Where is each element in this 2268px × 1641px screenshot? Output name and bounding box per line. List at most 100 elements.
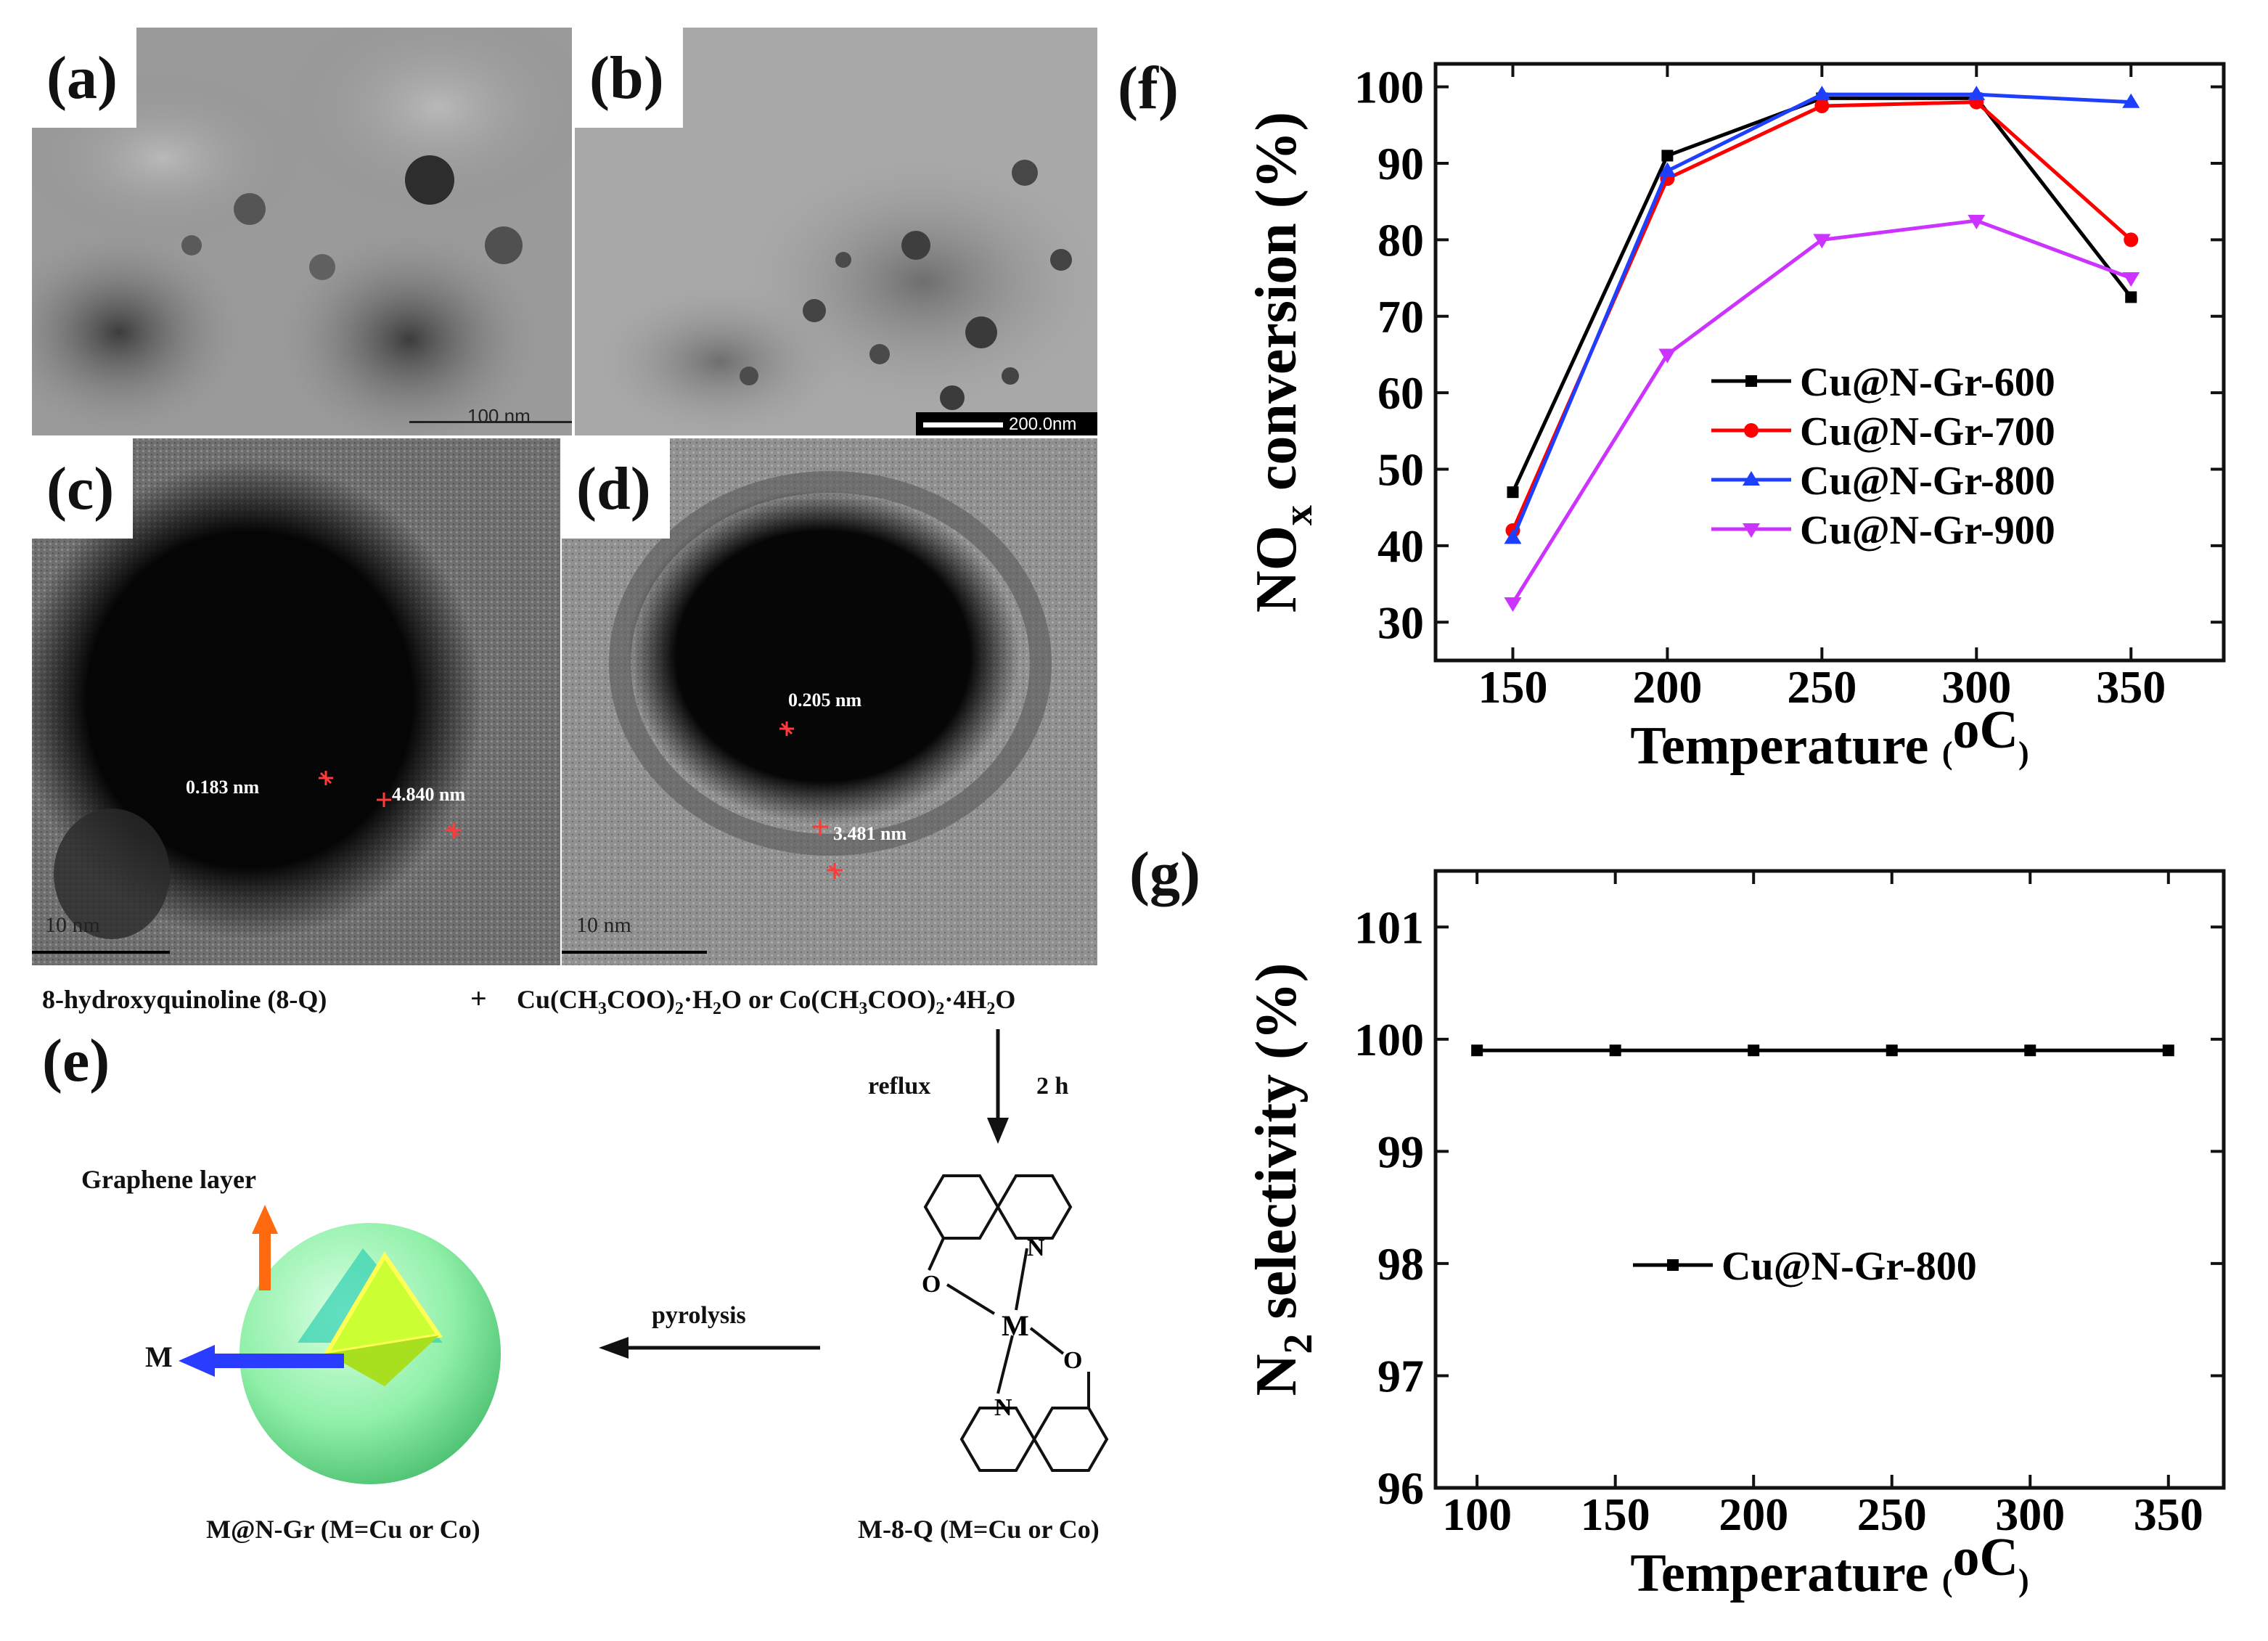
metal-label: M (145, 1341, 173, 1373)
atom-n-top: N (1027, 1235, 1045, 1261)
panel-label-b: (b) (575, 28, 683, 128)
panel-label-f: (f) (1118, 54, 1179, 122)
data-point-Cu@N-Gr-600 (1661, 150, 1674, 162)
x-tick-label: 350 (2096, 661, 2166, 713)
data-point-Cu@N-Gr-900 (1658, 348, 1677, 364)
legend-marker-Cu@N-Gr-800 (1743, 471, 1760, 486)
panel-label-a: (a) (32, 28, 136, 128)
y-tick-label: 30 (1377, 597, 1424, 648)
tem-image-a: (a) 100 nm (32, 28, 572, 435)
atom-m-center: M (1002, 1309, 1029, 1342)
lattice-spacing-d2: 3.481 nm (833, 823, 907, 844)
core-shell-sphere (240, 1223, 501, 1484)
x-tick-label: 200 (1632, 661, 1702, 713)
reflux-condition-right: 2 h (1036, 1073, 1069, 1100)
plot-frame-f (1433, 62, 2226, 663)
reactant-2-part: O (995, 985, 1016, 1014)
legend-marker-Cu@N-Gr-600 (1745, 375, 1757, 387)
x-axis-label: Temperature (oC) (1630, 700, 2028, 776)
data-point-Cu@N-Gr-800 (1813, 86, 1831, 101)
reactant-2-part: O or Co(CH (721, 985, 859, 1014)
data-point-Cu@N-Gr-700 (1814, 98, 1830, 113)
legend-marker-Cu@N-Gr-700 (1744, 423, 1759, 438)
data-point-Cu@N-Gr-700 (2124, 232, 2139, 247)
reflux-arrow (987, 1029, 1009, 1144)
y-tick-label: 40 (1377, 520, 1424, 572)
data-point-Cu@N-Gr-900 (1813, 234, 1831, 249)
scale-bar-label-c: 10 nm (45, 913, 100, 937)
scheme-reactant-1: 8-hydroxyquinoline (8-Q) (42, 985, 327, 1014)
data-point-Cu@N-Gr-900 (1504, 597, 1522, 612)
scheme-reactant-2: Cu(CH3COO)2·H2O or Co(CH3COO)2·4H2O (517, 984, 1015, 1019)
subscript: 3 (598, 999, 607, 1019)
reactant-2-part: COO) (867, 985, 936, 1014)
data-point-Cu@N-Gr-800 (1968, 86, 1986, 101)
scale-bar-label-a: 100 nm (467, 405, 531, 427)
y-axis-label-rest: conversion (%) (1245, 112, 1309, 505)
data-point-Cu@N-Gr-800 (2122, 93, 2140, 108)
hrtem-image-d: (d) 0.205 nm 3.481 nm 10 nm (562, 438, 1097, 965)
atom-o-left: O (922, 1271, 941, 1298)
panel-label-g: (g) (1129, 840, 1200, 907)
y-axis-label-main: NO (1245, 525, 1309, 613)
m-8-q-structure: N O M O N (922, 1174, 1109, 1472)
scale-bar-label-b: 200.0nm (1009, 414, 1077, 434)
scheme-plus: + (470, 982, 487, 1015)
legend-marker-Cu@N-Gr-900 (1743, 523, 1760, 538)
pyrolysis-condition: pyrolysis (652, 1302, 746, 1329)
reactant-2-part: COO) (607, 985, 676, 1014)
lattice-spacing-c2: 4.840 nm (392, 784, 466, 805)
scale-bar-label-d: 10 nm (576, 913, 631, 937)
y-tick-label: 90 (1377, 138, 1424, 189)
hrtem-image-c: (c) 0.183 nm 4.840 nm 10 nm (32, 438, 560, 965)
x-axis-label-text: Temperature (1630, 716, 1942, 776)
data-point-Cu@N-Gr-600 (1507, 486, 1519, 499)
legend-label-Cu@N-Gr-800: Cu@N-Gr-800 (1800, 459, 2055, 504)
reactant-2-part: ·4H (944, 985, 987, 1014)
legend-label-Cu@N-Gr-700: Cu@N-Gr-700 (1800, 409, 2055, 454)
lattice-spacing-d1: 0.205 nm (788, 689, 862, 711)
y-tick-label: 100 (1354, 62, 1424, 113)
intermediate-label: M-8-Q (M=Cu or Co) (858, 1515, 1100, 1544)
legend-label-Cu@N-Gr-600: Cu@N-Gr-600 (1800, 360, 2055, 405)
subscript: 2 (986, 999, 996, 1019)
atom-o-right: O (1063, 1347, 1082, 1374)
tem-image-b: (b) 200.0nm (575, 28, 1097, 435)
subscript: 2 (936, 999, 945, 1019)
data-point-Cu@N-Gr-900 (2122, 272, 2140, 287)
panel-label-d: (d) (562, 438, 670, 539)
y-tick-label: 60 (1377, 367, 1424, 419)
subscript: 3 (859, 999, 868, 1019)
data-point-Cu@N-Gr-800 (1658, 162, 1677, 177)
x-tick-label: 150 (1478, 661, 1547, 713)
panel-label-e: (e) (42, 1027, 110, 1094)
x-axis-unit-open: ( (1942, 735, 1953, 771)
y-axis-label-sub: x (1276, 505, 1321, 525)
y-tick-label: 50 (1377, 444, 1424, 496)
x-tick-label: 250 (1787, 661, 1856, 713)
legend-label-Cu@N-Gr-900: Cu@N-Gr-900 (1800, 508, 2055, 553)
y-axis-label: NOx conversion (%) (1245, 112, 1321, 613)
data-point-Cu@N-Gr-600 (2125, 291, 2137, 303)
x-axis-unit: oC (1953, 700, 2018, 760)
data-point-Cu@N-Gr-900 (1968, 215, 1986, 230)
panel-label-c: (c) (32, 438, 134, 539)
reactant-2-part: ·H (684, 985, 713, 1014)
x-tick-label: 300 (1941, 661, 2011, 713)
pyrolysis-arrow (599, 1337, 820, 1359)
graphene-layer-label: Graphene layer (81, 1165, 256, 1194)
y-tick-label: 80 (1377, 214, 1424, 266)
reflux-condition-left: reflux (868, 1073, 931, 1100)
atom-n-bottom: N (994, 1394, 1012, 1421)
subscript: 2 (713, 999, 722, 1019)
product-label: M@N-Gr (M=Cu or Co) (206, 1515, 480, 1544)
x-axis-unit-close: ) (2018, 735, 2029, 771)
data-point-Cu@N-Gr-800 (1504, 529, 1522, 544)
reactant-2-part: Cu(CH (517, 985, 599, 1014)
graphene-arrow-icon (252, 1205, 278, 1290)
lattice-spacing-c1: 0.183 nm (186, 777, 260, 798)
y-tick-label: 70 (1377, 291, 1424, 343)
metal-arrow-icon (179, 1345, 344, 1377)
subscript: 2 (675, 999, 684, 1019)
